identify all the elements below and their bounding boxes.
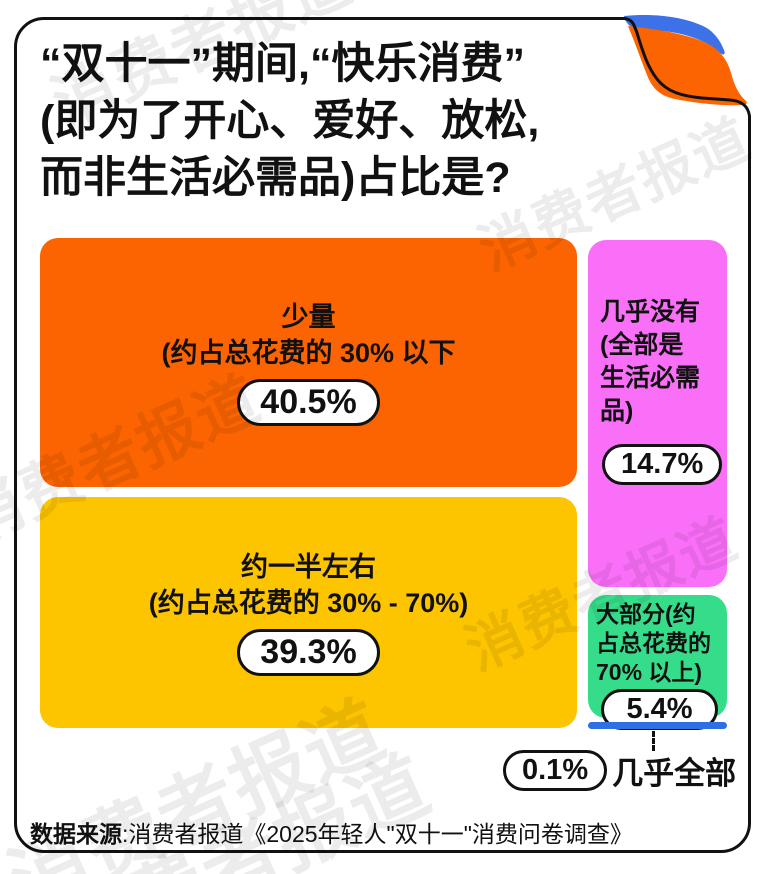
chart-title-line-3: 而非生活必需品)占比是? (40, 154, 511, 202)
block-half-name: 约一半左右 (241, 552, 376, 582)
block-minor-name: 少量 (281, 302, 336, 332)
block-most-label: 大部分(约 占总花费的 70% 以上) (596, 601, 711, 685)
card-corner-border-curve (620, 17, 751, 134)
treemap-block-none: 几乎没有 (全部是 生活必需 品) 14.7% (588, 240, 727, 587)
treemap-block-minor: 少量 (约占总花费的 30% 以下 40.5% (40, 238, 577, 487)
block-all-label: 几乎全部 (612, 756, 737, 791)
treemap-block-half: 约一半左右 (约占总花费的 30% - 70%) 39.3% (40, 497, 577, 728)
block-minor-desc: (约占总花费的 30% 以下 (161, 338, 456, 368)
block-half-value-badge: 39.3% (237, 629, 380, 676)
callout-connector-line (652, 731, 655, 751)
chart-title-line-1: “双十一”期间,“快乐消费” (40, 40, 525, 88)
chart-title: “双十一”期间,“快乐消费” (即为了开心、爱好、放松, 而非生活必需品)占比是… (40, 36, 640, 207)
block-all-value-badge: 0.1% (503, 750, 608, 791)
chart-title-line-2: (即为了开心、爱好、放松, (40, 97, 540, 145)
treemap-block-all-bar (588, 722, 727, 729)
ribbon-blue-band (624, 15, 725, 55)
corner-ribbon-decoration (620, 0, 766, 134)
data-source-text: :消费者报道《2025年轻人"双十一"消费问卷调查》 (122, 821, 633, 847)
block-minor-value-badge: 40.5% (237, 379, 380, 426)
block-none-label: 几乎没有 (全部是 生活必需 品) (600, 298, 701, 425)
data-source-note: 数据来源:消费者报道《2025年轻人"双十一"消费问卷调查》 (30, 815, 633, 849)
block-none-value-badge: 14.7% (602, 444, 723, 485)
callout-all: 0.1% 几乎全部 (503, 748, 736, 793)
block-half-desc: (约占总花费的 30% - 70%) (148, 588, 469, 618)
treemap-block-most: 大部分(约 占总花费的 70% 以上) 5.4% (588, 595, 727, 730)
ribbon-orange-band (628, 26, 747, 106)
data-source-label: 数据来源 (30, 821, 122, 847)
